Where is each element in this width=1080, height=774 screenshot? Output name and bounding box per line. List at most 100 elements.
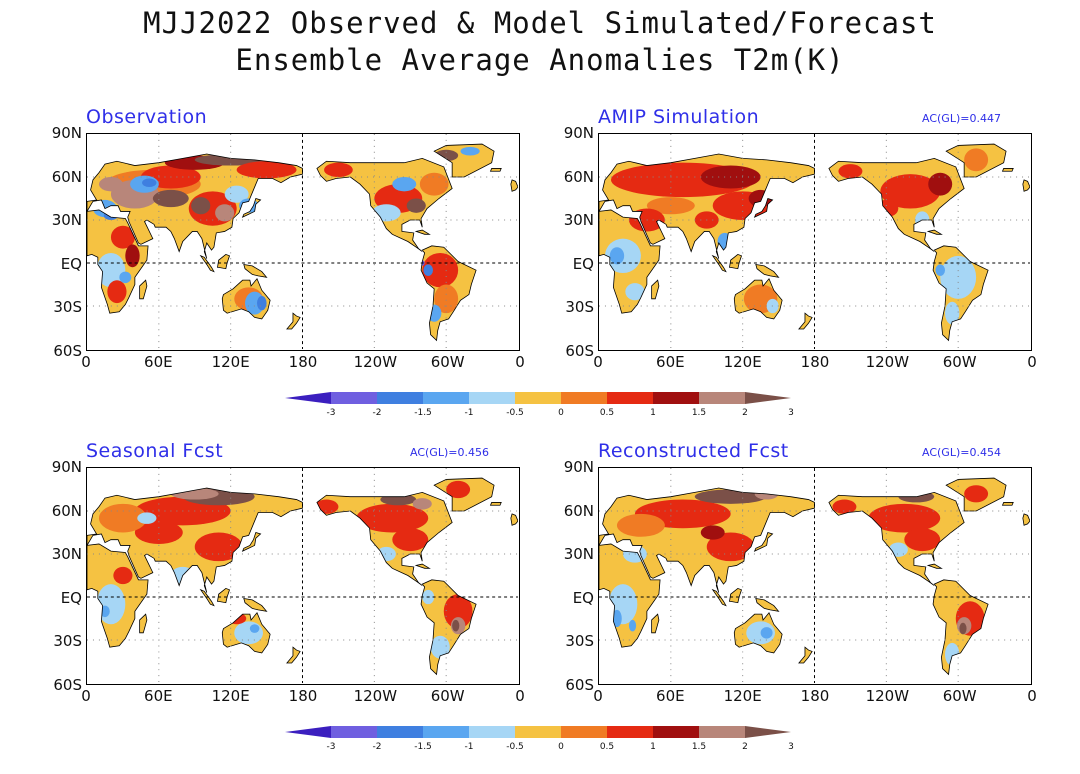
coastline [599, 543, 661, 648]
colorbar-swatch [423, 392, 469, 404]
colorbar-tick-label: 1.5 [692, 408, 706, 418]
colorbar-tick-label: 0 [558, 408, 564, 418]
lon-tick-label: 60W [430, 353, 465, 371]
lon-tick-label: 0 [1027, 353, 1037, 371]
panel-ac-amip: AC(GL)=0.447 [922, 112, 1001, 125]
anomaly-region [959, 622, 967, 635]
lon-tick-label: 60E [656, 353, 685, 371]
lat-tick-label: 60S [565, 676, 594, 694]
colorbar-swatch [561, 392, 607, 404]
land-sumatra [712, 255, 726, 272]
coastline [420, 245, 477, 342]
anomaly-region [430, 635, 450, 659]
colorbar-tick-label: -1.5 [414, 742, 432, 752]
coastline [932, 579, 989, 676]
colorbar-swatch [469, 726, 515, 738]
land-japan [242, 532, 261, 552]
coastline [729, 253, 743, 270]
figure-title-line2: Ensemble Average Anomalies T2m(K) [235, 43, 845, 77]
lon-tick-label: 120E [723, 353, 762, 371]
colorbar-swatch [607, 726, 653, 738]
coastline [489, 502, 502, 506]
coastline [651, 613, 660, 634]
anomaly-region [110, 225, 135, 249]
colorbar-tick-label: 3 [788, 408, 794, 418]
lon-tick-label: 60E [144, 687, 173, 705]
coastline [753, 532, 774, 552]
lat-tick-label: EQ [60, 254, 82, 273]
lon-tick-label: 0 [515, 687, 525, 705]
coastline [755, 597, 780, 612]
coastline [221, 278, 271, 320]
anomaly-region [356, 503, 429, 533]
colorbar-swatch [285, 726, 331, 738]
anomaly-region [249, 624, 260, 633]
lon-tick-label: 120E [211, 353, 250, 371]
map-canvas [599, 134, 1030, 349]
map-canvas [599, 468, 1030, 683]
colorbar-tick-label: 2 [742, 742, 748, 752]
lat-tick-label: 90N [563, 458, 594, 476]
anomaly-region [460, 146, 480, 156]
anomaly-region [236, 161, 297, 179]
colorbar-tick-label: -1 [465, 742, 474, 752]
lon-tick-label: 60W [430, 687, 465, 705]
anomaly-region [928, 172, 953, 196]
lat-tick-label: 30N [51, 545, 82, 564]
colorbar-tick-label: -1.5 [414, 408, 432, 418]
lat-tick-label: EQ [60, 588, 82, 607]
colorbar-swatch [699, 392, 745, 404]
colorbar-swatch [653, 392, 699, 404]
lat-tick-label: 90N [51, 124, 82, 142]
lon-tick-label: 0 [81, 353, 91, 371]
colorbar-tick-label: -0.5 [506, 742, 524, 752]
colorbar-swatch [745, 392, 791, 404]
land-newzealand [798, 647, 813, 663]
lon-tick-label: 60W [942, 353, 977, 371]
lon-tick-label: 180 [800, 353, 830, 371]
panel-ac-seasonal: AC(GL)=0.456 [410, 446, 489, 459]
lat-tick-label: 30N [563, 211, 594, 230]
land-iceland [1002, 168, 1014, 172]
coastline [599, 153, 815, 259]
coastline [241, 532, 262, 552]
land-madagascar [139, 614, 147, 633]
coastline [932, 245, 989, 342]
anomaly-region [700, 525, 725, 540]
coastline [599, 209, 661, 314]
anomaly-region [832, 499, 857, 514]
anomaly-region [422, 252, 459, 288]
colorbar-canvas: -3 -2 -1.5 -1 -0.5 0 0.5 1 1.5 2 3 [285, 392, 794, 418]
anomaly-region [434, 149, 459, 162]
map-observation [86, 133, 520, 351]
coastline [755, 263, 780, 278]
anomaly-region [717, 232, 732, 251]
colorbar-tick-label: 3 [788, 742, 794, 752]
lon-tick-label: 60E [656, 687, 685, 705]
coastline [828, 491, 965, 586]
land-newzealand [798, 313, 813, 329]
anomaly-region [446, 480, 471, 499]
anomaly-region [224, 185, 249, 203]
coastline [599, 487, 815, 593]
anomaly-region [215, 204, 235, 222]
colorbar-swatch [285, 392, 331, 404]
land-cuba [416, 564, 430, 569]
lon-tick-label: 120E [723, 687, 762, 705]
lat-tick-label: 60S [565, 342, 594, 360]
lat-tick-label: 30N [51, 211, 82, 230]
anomaly-region [940, 255, 977, 299]
lat-tick-label: 30S [53, 632, 82, 651]
anomaly-region [392, 177, 417, 192]
lon-tick-label: 0 [1027, 687, 1037, 705]
lon-tick-label: 120E [211, 687, 250, 705]
anomaly-region [113, 566, 133, 585]
coastline [87, 153, 303, 259]
colorbar-swatch [515, 726, 561, 738]
land-newguinea [755, 598, 779, 612]
coastline [945, 143, 1007, 178]
colorbar-tick-label: 2 [742, 408, 748, 418]
land-newguinea [755, 264, 779, 278]
land-sumatra [712, 589, 726, 606]
colorbar-tick-label: -2 [373, 408, 382, 418]
